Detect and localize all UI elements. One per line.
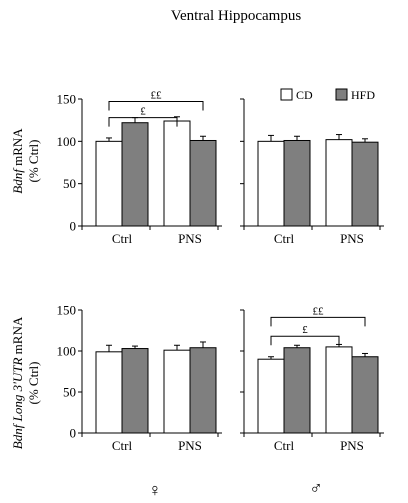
significance-label: ££ — [313, 305, 325, 317]
figure-title: Ventral Hippocampus — [171, 8, 302, 24]
legend-swatch-cd — [280, 88, 293, 101]
significance-label: £ — [140, 106, 146, 118]
legend-label-cd: CD — [296, 88, 313, 102]
panel-bottom-right: Ctrl PNS£££ — [240, 305, 384, 453]
bar-cd-pns — [325, 346, 353, 434]
ylabel-bottom-suffix: mRNA — [10, 316, 25, 357]
bar-cd-pns — [163, 120, 191, 227]
bar-cd-pns — [163, 349, 191, 434]
y-tick-label: 50 — [63, 385, 76, 400]
legend: CD HFD — [280, 88, 375, 102]
bar-hfd-ctrl — [121, 122, 149, 227]
significance-bracket — [270, 335, 340, 346]
male-symbol: ♂ — [309, 478, 323, 498]
x-tick-label: Ctrl — [274, 231, 295, 246]
bar-cd-pns — [325, 139, 353, 227]
ylabel-top-unit: (% Ctrl) — [26, 140, 41, 183]
ylabel-top-gene: Bdnf — [10, 167, 25, 194]
x-tick-label: Ctrl — [112, 438, 133, 453]
bar-cd-ctrl — [95, 351, 123, 434]
ylabel-bottom-unit: (% Ctrl) — [26, 362, 41, 405]
y-tick-label: 0 — [70, 219, 77, 234]
y-tick-label: 150 — [57, 303, 77, 318]
bar-hfd-pns — [189, 139, 217, 227]
y-tick-label: 150 — [57, 92, 77, 107]
bar-cd-ctrl — [95, 140, 123, 227]
bar-hfd-pns — [351, 356, 379, 434]
bar-hfd-pns — [189, 347, 217, 434]
x-tick-label: PNS — [178, 438, 202, 453]
x-tick-label: Ctrl — [274, 438, 295, 453]
ylabel-top-line1: Bdnf mRNA — [10, 128, 25, 194]
panel-top-right: Ctrl PNS — [240, 98, 384, 246]
significance-label: £ — [302, 324, 308, 336]
legend-swatch-hfd — [335, 88, 348, 101]
y-tick-label: 0 — [70, 426, 77, 441]
ylabel-top: Bdnf mRNA (% Ctrl) — [10, 128, 41, 194]
y-tick-label: 100 — [57, 344, 77, 359]
significance-bracket — [108, 117, 178, 127]
y-tick-label: 50 — [63, 176, 76, 191]
legend-label-hfd: HFD — [351, 88, 375, 102]
bar-hfd-ctrl — [121, 348, 149, 434]
bar-hfd-ctrl — [283, 139, 311, 227]
y-tick-label: 100 — [57, 134, 77, 149]
significance-bracket — [108, 101, 204, 111]
significance-bracket — [270, 316, 366, 327]
bar-hfd-ctrl — [283, 347, 311, 434]
x-tick-label: PNS — [340, 438, 364, 453]
ylabel-bottom-line1: Bdnf Long 3'UTR mRNA — [10, 316, 25, 449]
ylabel-bottom-gene: Bdnf Long 3'UTR — [10, 358, 25, 450]
ylabel-bottom: Bdnf Long 3'UTR mRNA (% Ctrl) — [10, 316, 41, 449]
bar-cd-ctrl — [257, 140, 285, 227]
panel-bottom-left: 0 50 100 150 Ctrl PNS — [57, 303, 222, 453]
x-tick-label: Ctrl — [112, 231, 133, 246]
bar-hfd-pns — [351, 141, 379, 227]
x-tick-label: PNS — [340, 231, 364, 246]
significance-label: ££ — [151, 90, 163, 102]
bar-cd-ctrl — [257, 358, 285, 434]
x-tick-label: PNS — [178, 231, 202, 246]
female-symbol: ♀ — [148, 480, 162, 500]
ylabel-top-suffix: mRNA — [10, 128, 25, 169]
